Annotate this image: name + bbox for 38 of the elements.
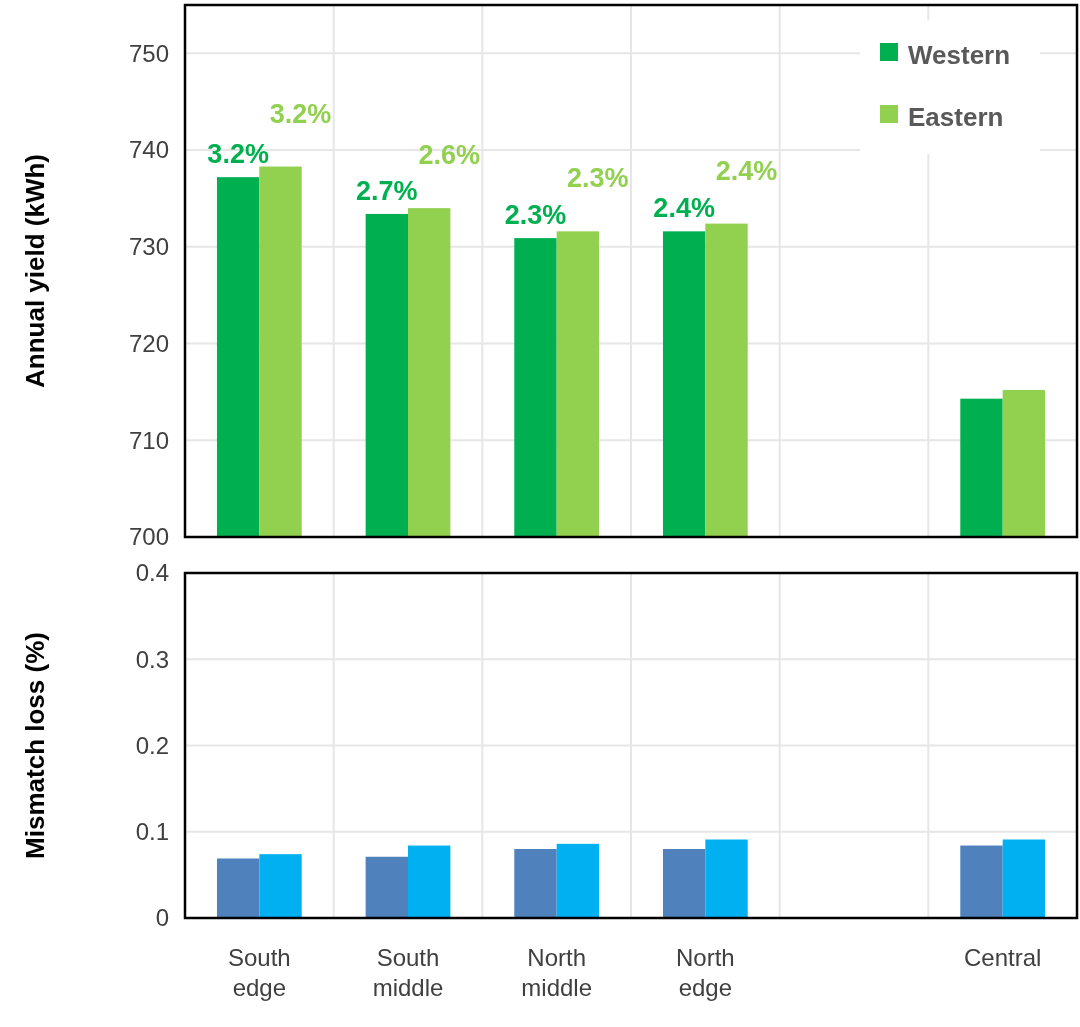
annotation: 3.2% xyxy=(207,139,269,170)
y-tick-label: 0.3 xyxy=(135,645,169,673)
annotation: 2.4% xyxy=(715,155,778,186)
y-tick-label: 0.2 xyxy=(135,731,169,759)
y-axis-title: Mismatch loss (%) xyxy=(20,632,50,859)
annotation: 2.7% xyxy=(356,175,418,206)
legend-label: Western xyxy=(908,40,1011,71)
annotation: 2.6% xyxy=(418,140,480,171)
bar xyxy=(705,839,748,918)
x-tick-label: South middle xyxy=(372,944,444,1001)
x-tick-label: Central xyxy=(963,944,1042,971)
bar xyxy=(960,845,1003,918)
annotation: 2.3% xyxy=(567,163,629,194)
x-tick-label: South edge xyxy=(227,944,291,1001)
y-tick-label: 750 xyxy=(128,39,169,67)
y-tick-label: 0.4 xyxy=(135,559,169,587)
bar xyxy=(259,854,302,918)
legend-label: Eastern xyxy=(908,102,1004,133)
annotation: 3.2% xyxy=(269,98,332,129)
bar xyxy=(1002,839,1046,918)
y-tick-label: 0 xyxy=(155,904,169,932)
y-tick-label: 0.1 xyxy=(135,818,169,846)
x-tick-label: North edge xyxy=(675,944,735,1001)
y-tick-label: 740 xyxy=(128,136,169,164)
bar xyxy=(662,849,706,918)
x-tick-label: North middle xyxy=(521,944,593,1001)
y-tick-label: 700 xyxy=(128,523,169,551)
bar xyxy=(216,858,260,918)
annotation: 2.3% xyxy=(504,200,567,231)
bar xyxy=(556,843,600,918)
bar xyxy=(408,845,451,918)
y-tick-label: 710 xyxy=(128,426,169,454)
y-axis-title: Annual yield (kWh) xyxy=(20,154,50,388)
bar xyxy=(514,849,557,918)
y-tick-label: 730 xyxy=(128,233,169,261)
annotation: 2.4% xyxy=(653,193,715,224)
bar xyxy=(365,856,408,918)
y-tick-label: 720 xyxy=(128,329,169,357)
